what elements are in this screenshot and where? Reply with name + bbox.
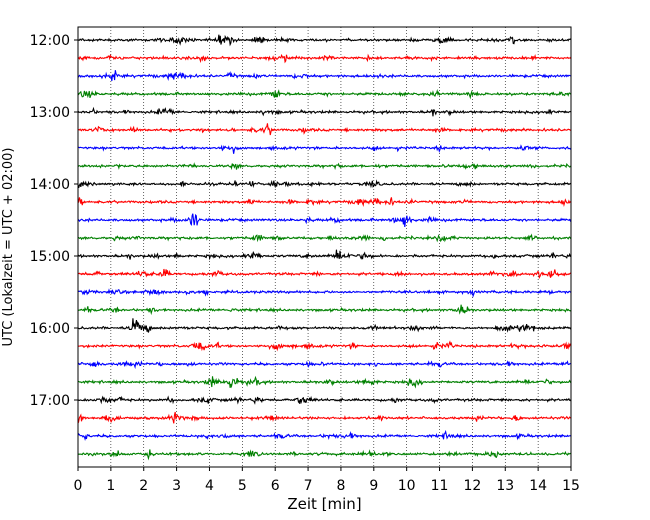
y-tick-label: 15:00 bbox=[30, 249, 70, 265]
x-tick-label: 3 bbox=[172, 478, 181, 494]
trace-line bbox=[77, 360, 572, 370]
x-tick-label: 15 bbox=[562, 478, 580, 494]
trace-line bbox=[77, 123, 572, 136]
x-tick-label: 7 bbox=[304, 478, 313, 494]
x-tick-label: 5 bbox=[238, 478, 247, 494]
x-axis-ticks: 0 1 2 3 4 5 6 7 8 9 10 11 12 13 14 15 bbox=[74, 467, 580, 494]
trace-line bbox=[77, 106, 572, 117]
plot-frame bbox=[77, 26, 572, 468]
y-axis-ticks: 12:00 13:00 14:00 15:00 16:00 17:00 bbox=[30, 33, 78, 409]
x-axis-label: Zeit [min] bbox=[287, 495, 361, 513]
y-tick-label: 12:00 bbox=[30, 33, 70, 49]
x-tick-label: 4 bbox=[205, 478, 214, 494]
trace-line bbox=[77, 213, 572, 228]
trace-line bbox=[77, 34, 572, 47]
y-tick-label: 16:00 bbox=[30, 321, 70, 337]
trace-line bbox=[77, 179, 572, 189]
x-tick-label: 13 bbox=[496, 478, 514, 494]
x-tick-label: 9 bbox=[369, 478, 378, 494]
trace-line bbox=[77, 288, 572, 299]
trace-line bbox=[77, 268, 572, 280]
x-tick-label: 8 bbox=[336, 478, 345, 494]
trace-line bbox=[77, 53, 572, 64]
trace-line bbox=[77, 144, 572, 154]
trace-line bbox=[77, 70, 572, 82]
trace-line bbox=[77, 233, 572, 243]
y-tick-label: 14:00 bbox=[30, 177, 70, 193]
trace-line bbox=[77, 318, 572, 333]
trace-group bbox=[77, 34, 572, 461]
trace-line bbox=[77, 197, 572, 207]
x-tick-label: 12 bbox=[463, 478, 481, 494]
trace-line bbox=[77, 375, 572, 389]
y-axis-label: UTC (Lokalzeit = UTC + 02:00) bbox=[1, 148, 16, 347]
plot-background bbox=[78, 27, 571, 467]
x-tick-label: 11 bbox=[431, 478, 449, 494]
trace-line bbox=[77, 449, 572, 461]
grid-lines bbox=[110, 27, 539, 467]
trace-line bbox=[77, 304, 572, 316]
trace-line bbox=[77, 249, 572, 261]
trace-line bbox=[77, 395, 572, 405]
trace-line bbox=[77, 162, 572, 171]
x-tick-label: 14 bbox=[529, 478, 547, 494]
x-tick-label: 6 bbox=[271, 478, 280, 494]
x-tick-label: 10 bbox=[398, 478, 416, 494]
trace-line bbox=[77, 340, 572, 352]
x-tick-label: 2 bbox=[139, 478, 148, 494]
y-tick-label: 13:00 bbox=[30, 105, 70, 121]
x-tick-label: 0 bbox=[74, 478, 83, 494]
y-tick-label: 17:00 bbox=[30, 393, 70, 409]
trace-line bbox=[77, 88, 572, 100]
trace-line bbox=[77, 429, 572, 441]
x-tick-label: 1 bbox=[106, 478, 115, 494]
trace-line bbox=[77, 411, 572, 424]
